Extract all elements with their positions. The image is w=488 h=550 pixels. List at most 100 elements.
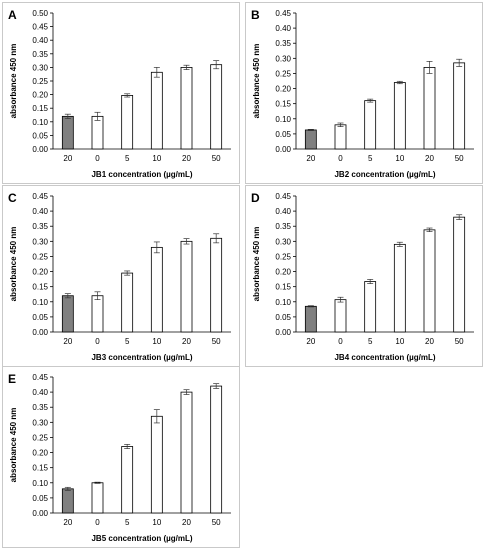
x-tick-label: 20: [182, 154, 191, 163]
y-tick-label: 0.05: [275, 313, 291, 322]
bar: [364, 100, 377, 150]
bar: [61, 115, 74, 150]
bar: [304, 305, 317, 333]
bar: [180, 391, 193, 514]
y-tick-label: 0.00: [275, 145, 291, 154]
chart-panel-e: E 0.00 0.05 0.10 0.15 0.20 0.25 0.30 0.35 0.40 0.4…: [2, 366, 240, 548]
x-tick-label: 5: [125, 518, 130, 527]
x-tick-label: 20: [425, 337, 434, 346]
bar: [61, 488, 74, 514]
x-tick-label: 5: [125, 337, 130, 346]
y-axis-title: absorbance 450 nm: [9, 227, 18, 302]
x-tick-label: 50: [212, 337, 221, 346]
x-axis-title: JB3 concentration (µg/mL): [91, 353, 192, 362]
panel-letter: E: [8, 372, 16, 386]
x-tick-label: 20: [182, 337, 191, 346]
y-tick-label: 0.40: [275, 24, 291, 33]
x-tick-label: 5: [125, 154, 130, 163]
x-tick-label: 10: [152, 337, 161, 346]
bar: [453, 62, 466, 150]
bar: [304, 129, 317, 150]
x-tick-label: 20: [306, 337, 315, 346]
chart-d-svg: D 0.00 0.05 0.10 0.15 0.20 0.25 0.30 0.35 0.40 0.4…: [251, 191, 474, 362]
chart-panel-d: D 0.00 0.05 0.10 0.15 0.20 0.25 0.30 0.35 0.40 0.4…: [245, 185, 483, 367]
y-tick-label: 0.35: [275, 39, 291, 48]
y-tick-label: 0.10: [32, 298, 48, 307]
y-tick-label: 0.00: [275, 328, 291, 337]
y-tick-label: 0.35: [32, 403, 48, 412]
chart-c-svg: C 0.00 0.05 0.10 0.15 0.20 0.25 0.30 0.35 0.40 0.4…: [8, 191, 231, 362]
y-axis-title: absorbance 450 nm: [9, 408, 18, 483]
x-axis-title: JB2 concentration (µg/mL): [334, 170, 435, 179]
y-tick-label: 0.50: [32, 9, 48, 18]
chart-panel-a: A 0.00 0.05 0.10 0.15 0.20 0.25 0.30 0.35 0.40 0.4…: [2, 2, 240, 184]
y-tick-label: 0.05: [275, 130, 291, 139]
x-axis-title: JB5 concentration (µg/mL): [91, 534, 192, 543]
bar: [180, 240, 193, 333]
y-tick-label: 0.25: [32, 252, 48, 261]
y-tick-label: 0.20: [32, 449, 48, 458]
bar: [393, 82, 406, 150]
x-tick-label: 20: [306, 154, 315, 163]
y-tick-label: 0.00: [32, 145, 48, 154]
bar: [61, 295, 74, 333]
chart-e-svg: E 0.00 0.05 0.10 0.15 0.20 0.25 0.30 0.35 0.40 0.4…: [8, 372, 231, 543]
bar: [210, 385, 223, 514]
y-tick-label: 0.45: [32, 373, 48, 382]
y-tick-label: 0.20: [275, 85, 291, 94]
y-tick-label: 0.35: [32, 222, 48, 231]
y-tick-label: 0.05: [32, 494, 48, 503]
y-tick-label: 0.20: [32, 268, 48, 277]
y-tick-label: 0.15: [32, 104, 48, 113]
bar: [210, 64, 223, 150]
y-tick-label: 0.10: [32, 479, 48, 488]
y-tick-label: 0.30: [32, 63, 48, 72]
y-tick-label: 0.25: [275, 69, 291, 78]
y-tick-label: 0.25: [32, 77, 48, 86]
y-tick-label: 0.15: [32, 464, 48, 473]
bar: [423, 67, 436, 150]
y-tick-label: 0.20: [275, 268, 291, 277]
chart-b-svg: B 0.00 0.05 0.10 0.15 0.20 0.25 0.30 0.35 0.40 0.4…: [251, 8, 474, 179]
panel-letter: A: [8, 8, 17, 22]
x-tick-label: 0: [95, 337, 100, 346]
y-tick-label: 0.10: [32, 118, 48, 127]
x-tick-label: 50: [212, 154, 221, 163]
y-tick-label: 0.10: [275, 298, 291, 307]
y-tick-label: 0.35: [275, 222, 291, 231]
y-tick-label: 0.45: [32, 192, 48, 201]
bar: [453, 216, 466, 333]
bar: [121, 272, 134, 333]
y-tick-label: 0.30: [32, 418, 48, 427]
x-tick-label: 50: [455, 154, 464, 163]
y-tick-label: 0.10: [275, 115, 291, 124]
panel-letter: B: [251, 8, 260, 22]
y-tick-label: 0.45: [275, 192, 291, 201]
y-tick-label: 0.30: [275, 54, 291, 63]
x-tick-label: 20: [63, 337, 72, 346]
chart-panel-b: B 0.00 0.05 0.10 0.15 0.20 0.25 0.30 0.35 0.40 0.4…: [245, 2, 483, 184]
bar: [150, 71, 163, 150]
y-tick-label: 0.00: [32, 328, 48, 337]
y-tick-label: 0.15: [275, 283, 291, 292]
x-tick-label: 10: [152, 154, 161, 163]
panel-letter: C: [8, 191, 17, 205]
x-tick-label: 5: [368, 337, 373, 346]
y-tick-label: 0.45: [32, 23, 48, 32]
bar: [150, 415, 163, 514]
y-tick-label: 0.40: [32, 388, 48, 397]
bar: [91, 295, 104, 333]
x-tick-label: 0: [95, 518, 100, 527]
x-tick-label: 5: [368, 154, 373, 163]
bar: [121, 446, 134, 514]
bar: [121, 95, 134, 150]
y-tick-label: 0.30: [32, 237, 48, 246]
y-tick-label: 0.20: [32, 91, 48, 100]
y-tick-label: 0.00: [32, 509, 48, 518]
x-tick-label: 50: [212, 518, 221, 527]
y-tick-label: 0.15: [275, 100, 291, 109]
bar: [364, 281, 377, 333]
bar: [393, 243, 406, 333]
y-tick-label: 0.05: [32, 131, 48, 140]
y-tick-label: 0.05: [32, 313, 48, 322]
